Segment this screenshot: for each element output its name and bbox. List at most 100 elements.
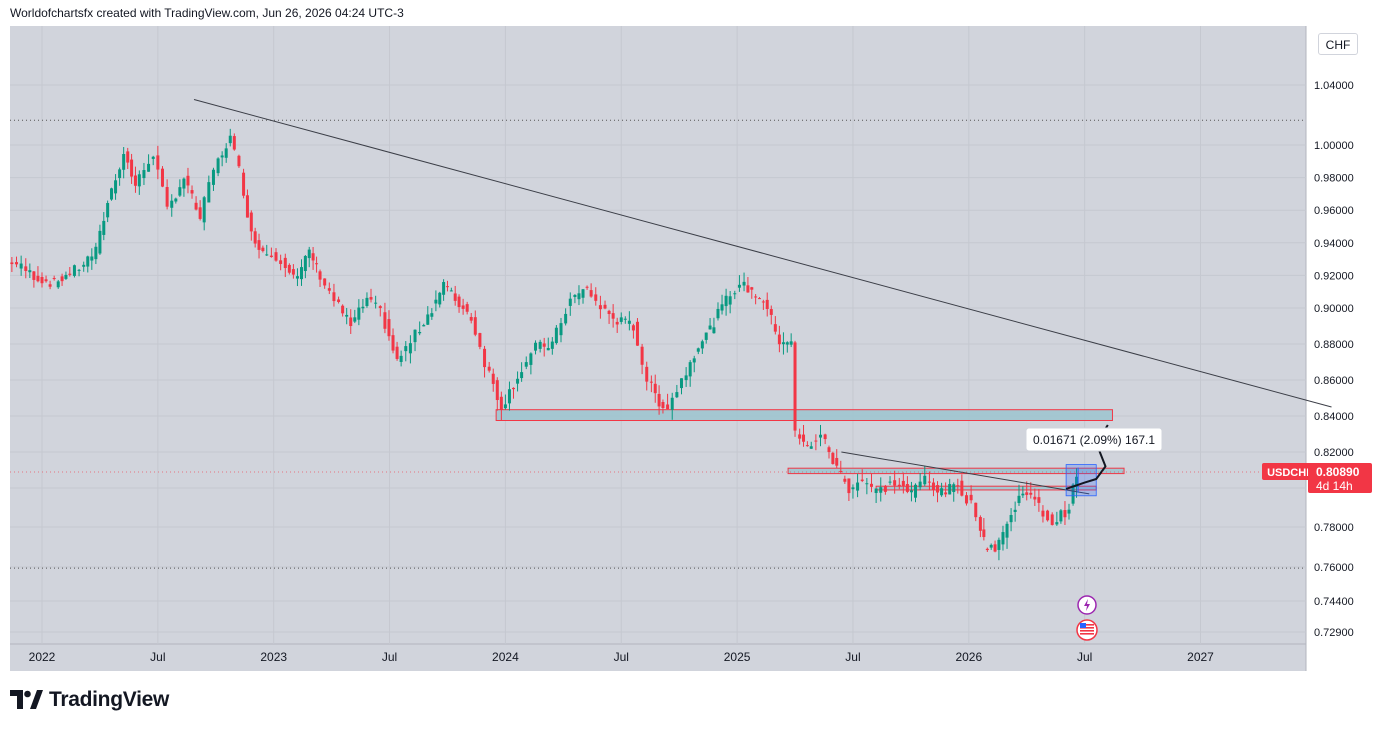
candle-body [860, 479, 864, 481]
candle-body [909, 490, 913, 493]
candle-body [675, 392, 679, 398]
lightning-icon[interactable] [1077, 595, 1097, 615]
candle-body [279, 260, 283, 264]
candle-body [332, 292, 336, 302]
candle-body [90, 256, 94, 261]
candle-body [793, 342, 797, 431]
candle-body [15, 262, 19, 265]
candle-body [1025, 492, 1029, 495]
candle-body [224, 148, 228, 158]
support-zone-upper [495, 409, 1113, 422]
candle-body [52, 278, 56, 280]
candle-body [378, 306, 382, 309]
us-flag-icon-stripe [1080, 624, 1094, 626]
candle-body [982, 529, 986, 538]
candle-body [36, 275, 40, 282]
candle-body [733, 293, 737, 295]
candle-body [568, 298, 572, 306]
candle-body [487, 366, 491, 371]
price-chart[interactable]: 1.04000 1.00000 0.98000 0.96000 0.94000 0.920… [5, 26, 1376, 671]
candle-body [44, 279, 48, 282]
candle-body [323, 278, 327, 286]
candle-body [449, 290, 453, 292]
candle-body [283, 257, 287, 269]
candle-body [160, 168, 164, 187]
candle-body [165, 187, 169, 207]
candle-body [426, 314, 430, 325]
candle-body [819, 434, 823, 438]
candle-body [303, 255, 307, 272]
candle-body [461, 305, 465, 309]
candle-body [72, 265, 76, 276]
candle-body [835, 457, 839, 466]
candle-body [232, 136, 236, 150]
candle-body [728, 296, 732, 305]
candle-body [598, 305, 602, 310]
candle-body [524, 362, 528, 367]
chart-canvas[interactable]: 1.04000 1.00000 0.98000 0.96000 0.94000 0.920… [5, 26, 1376, 671]
candle-body [773, 324, 777, 332]
candle-body [94, 246, 98, 260]
candle-body [1050, 514, 1054, 525]
candle-body [1075, 476, 1079, 487]
candle-body [64, 274, 68, 279]
candle-body [666, 404, 670, 410]
candle-body [1013, 509, 1017, 512]
candle-body [927, 481, 931, 483]
price-tick-label: 0.96000 [1314, 205, 1354, 217]
candle-body [883, 486, 887, 492]
candle-body [944, 492, 948, 495]
candle-body [670, 397, 674, 410]
candle-body [40, 276, 44, 284]
candle-body [645, 366, 649, 382]
candle-body [315, 263, 319, 265]
candle-body [10, 262, 14, 265]
candle-body [948, 484, 952, 495]
candle-body [798, 434, 802, 439]
candle-body [349, 317, 353, 327]
candle-body [413, 329, 417, 343]
candle-body [383, 312, 387, 329]
candle-body [242, 172, 246, 196]
symbol-badge [1262, 462, 1318, 480]
candle-body [512, 387, 516, 390]
candle-body [692, 358, 696, 363]
candle-body [318, 271, 322, 280]
candle-body [114, 180, 118, 194]
candle-body [147, 163, 151, 172]
candle-body [847, 478, 851, 494]
time-axis [10, 644, 1306, 671]
candle-body [220, 155, 224, 158]
price-tick-label: 0.82000 [1314, 447, 1354, 459]
candle-body [700, 341, 704, 349]
candle-body [133, 175, 137, 186]
candle-body [86, 256, 90, 267]
us-flag-icon[interactable] [1076, 619, 1098, 641]
candle-body [174, 198, 178, 202]
candle-body [781, 342, 785, 345]
candle-body [631, 325, 635, 331]
candle-body [438, 292, 442, 305]
candle-body [918, 481, 922, 488]
candle-body [737, 284, 741, 288]
candle-body [989, 544, 993, 548]
candle-body [178, 187, 182, 196]
candle-body [831, 452, 835, 464]
candle-body [483, 348, 487, 368]
price-badge-value: 0.80890 [1316, 465, 1360, 479]
candle-body [48, 284, 52, 287]
us-flag-icon-canton [1080, 623, 1086, 628]
candle-body [684, 375, 688, 381]
candle-body [708, 325, 712, 330]
tradingview-logo[interactable]: TradingView [10, 686, 169, 714]
candle-body [1033, 496, 1037, 500]
price-tick-label: 1.00000 [1314, 140, 1354, 152]
candle-body [542, 343, 546, 347]
candle-body [777, 334, 781, 345]
candle-body [404, 346, 408, 352]
candle-body [969, 494, 973, 501]
candle-body [399, 355, 403, 362]
plot-area [10, 26, 1306, 644]
currency-button[interactable]: CHF [1318, 33, 1358, 55]
candle-body [122, 154, 126, 170]
